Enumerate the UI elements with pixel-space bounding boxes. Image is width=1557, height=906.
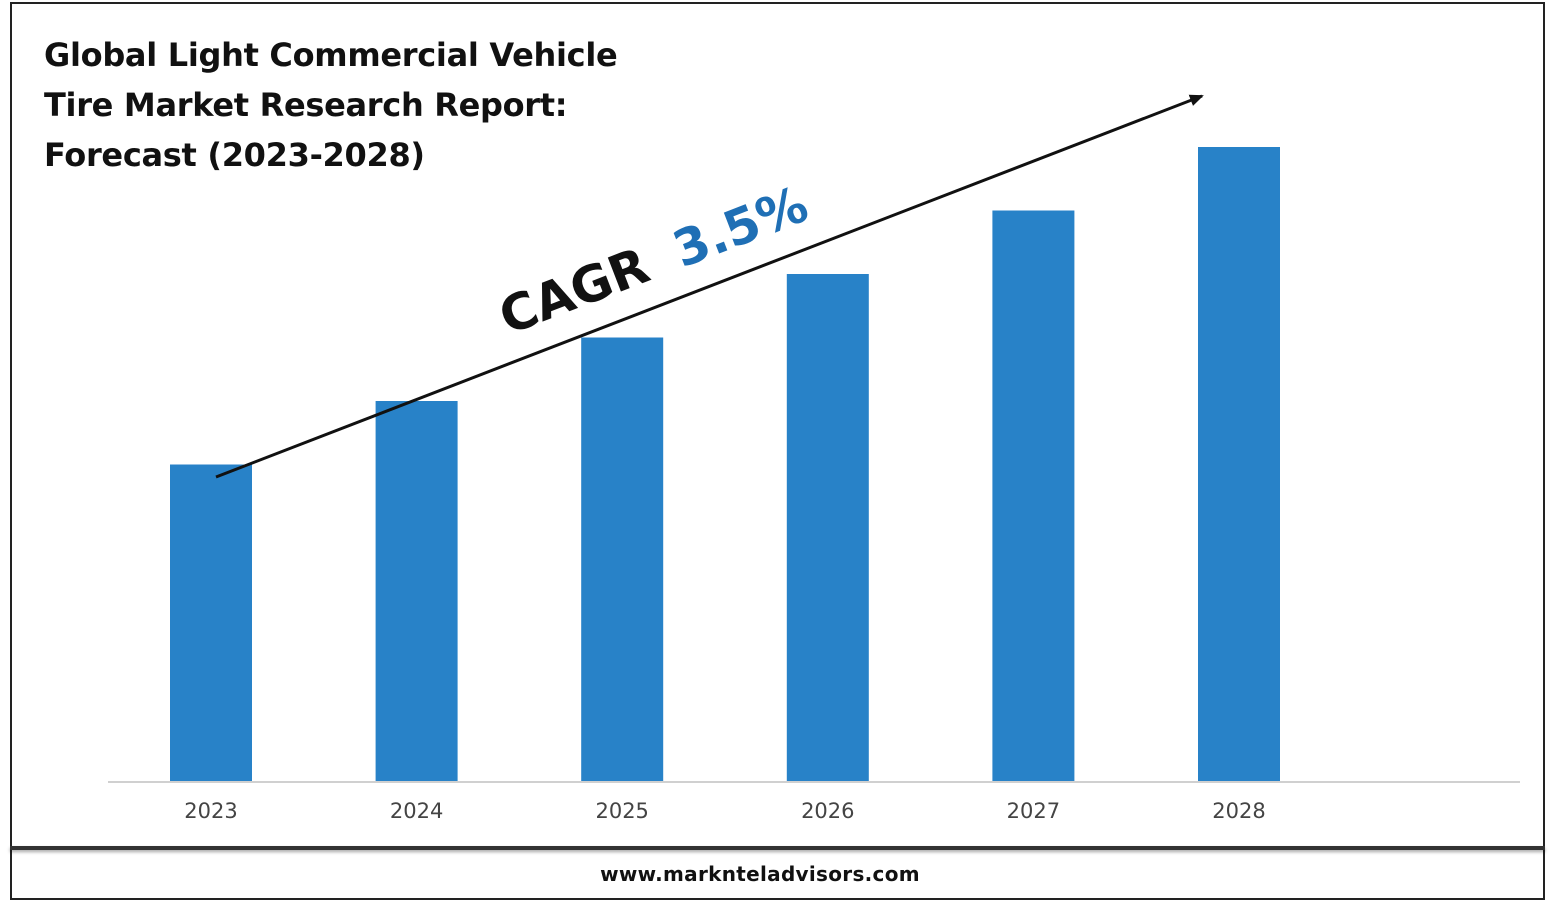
bars-group xyxy=(170,147,1280,782)
bar-2024 xyxy=(375,401,458,782)
chart-frame xyxy=(10,2,1545,900)
x-tick-labels: 2023 2024 2025 2026 2027 2028 xyxy=(184,799,1265,823)
x-tick-label-2028: 2028 xyxy=(1212,799,1265,823)
growth-trend-arrow xyxy=(215,94,1204,479)
x-tick-label-2025: 2025 xyxy=(595,799,648,823)
bar-2028 xyxy=(1198,147,1280,782)
cagr-value: 3.5% xyxy=(665,175,815,279)
cagr-label: CAGR xyxy=(491,236,656,346)
footer-website: www.marknteladvisors.com xyxy=(600,862,920,886)
bar-2027 xyxy=(992,210,1075,782)
title-line-3: Forecast (2023-2028) xyxy=(44,136,425,174)
title-line-1: Global Light Commercial Vehicle xyxy=(44,36,618,74)
chart-title: Global Light Commercial Vehicle Tire Mar… xyxy=(44,30,684,180)
x-tick-label-2023: 2023 xyxy=(184,799,237,823)
x-tick-label-2026: 2026 xyxy=(801,799,854,823)
title-line-2: Tire Market Research Report: xyxy=(44,86,568,124)
bar-2025 xyxy=(581,337,664,782)
footer-separator xyxy=(10,846,1545,850)
x-tick-label-2027: 2027 xyxy=(1007,799,1060,823)
bar-2026 xyxy=(786,274,869,782)
cagr-annotation: CAGR 3.5% xyxy=(491,175,815,346)
x-tick-label-2024: 2024 xyxy=(390,799,443,823)
bar-2023 xyxy=(170,464,252,782)
